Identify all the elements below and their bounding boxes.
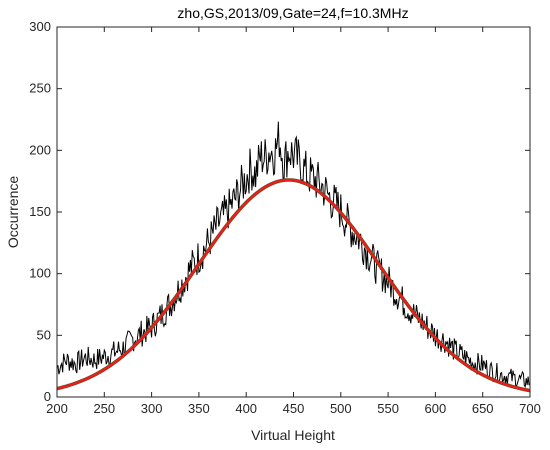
y-tick-label: 0 [44,389,51,404]
x-tick-label: 300 [141,401,163,416]
chart-title: zho,GS,2013/09,Gate=24,f=10.3MHz [177,5,408,21]
x-tick-label: 500 [330,401,352,416]
x-tick-label: 650 [472,401,494,416]
x-tick-label: 200 [46,401,68,416]
y-axis-title: Occurrence [5,176,21,249]
x-tick-label: 400 [235,401,257,416]
fit-curve-line [56,178,531,392]
plot-area [57,27,530,397]
x-axis-title: Virtual Height [251,427,335,443]
ticks: 200 250 300 350 400 450 500 550 600 650 700 0 50 100 1… [29,19,541,416]
y-tick-label: 150 [29,204,51,219]
y-tick-label: 100 [29,266,51,281]
x-tick-label: 250 [93,401,115,416]
x-tick-label: 450 [283,401,305,416]
y-tick-label: 200 [29,142,51,157]
y-tick-label: 300 [29,19,51,34]
curves [56,121,531,393]
x-tick-label: 550 [377,401,399,416]
y-tick-label: 50 [37,327,51,342]
x-tick-label: 600 [425,401,447,416]
x-tick-label: 700 [519,401,541,416]
x-tick-label: 350 [188,401,210,416]
y-tick-label: 250 [29,81,51,96]
